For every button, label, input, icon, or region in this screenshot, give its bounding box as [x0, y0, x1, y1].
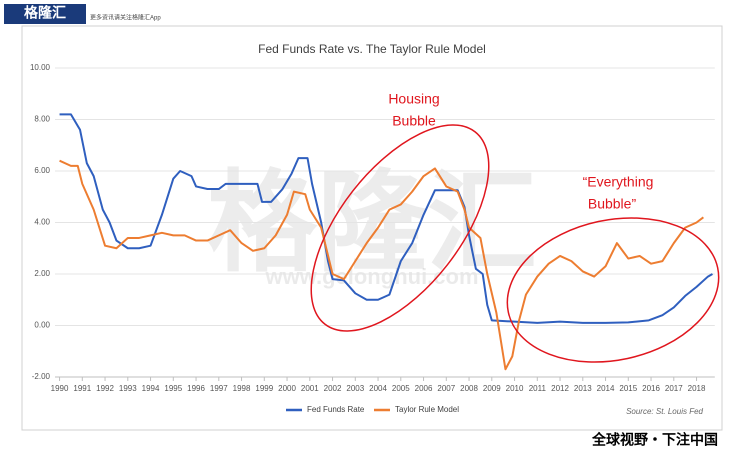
x-tick-label: 2016: [642, 384, 660, 393]
watermark: 格隆汇: [207, 162, 537, 285]
x-tick-label: 2002: [324, 384, 342, 393]
series-line: [59, 159, 704, 371]
series-line: [59, 113, 713, 324]
x-tick-label: 2012: [551, 384, 569, 393]
annotation: Bubble: [392, 113, 436, 129]
y-tick-label: 6.00: [34, 166, 50, 175]
x-tick-label: 1994: [142, 384, 160, 393]
annotation: Bubble”: [588, 196, 637, 212]
x-tick-label: 2015: [619, 384, 637, 393]
logo-box: [4, 4, 86, 24]
x-tick-label: 2006: [415, 384, 433, 393]
y-tick-label: 4.00: [34, 218, 50, 227]
x-tick-label: 2013: [574, 384, 592, 393]
footer: 全球视野・下注中国: [591, 432, 718, 448]
legend-label: Fed Funds Rate: [307, 405, 365, 414]
y-tick-label: 0.00: [34, 321, 50, 330]
x-tick-label: 1999: [255, 384, 273, 393]
x-tick-label: 2000: [278, 384, 296, 393]
x-tick-label: 1996: [187, 384, 205, 393]
highlight-ellipse: [310, 124, 490, 332]
logo: 格隆汇: [24, 5, 66, 21]
x-tick-label: 1997: [210, 384, 228, 393]
x-tick-label: 2009: [483, 384, 501, 393]
x-tick-label: 2001: [301, 384, 319, 393]
y-tick-label: 8.00: [34, 115, 50, 124]
x-tick-label: 2008: [460, 384, 478, 393]
x-tick-label: 2018: [688, 384, 706, 393]
x-tick-label: 2007: [437, 384, 455, 393]
x-tick-label: 2014: [597, 384, 615, 393]
y-tick-label: 10.00: [30, 63, 51, 72]
chart-title: Fed Funds Rate vs. The Taylor Rule Model: [258, 42, 486, 56]
x-tick-label: 1991: [73, 384, 91, 393]
annotation: “Everything: [583, 174, 654, 190]
x-tick-label: 2004: [369, 384, 387, 393]
y-tick-label: -2.00: [32, 372, 51, 381]
x-tick-label: 1998: [233, 384, 251, 393]
x-tick-label: 1990: [51, 384, 69, 393]
source: Source: St. Louis Fed: [626, 407, 703, 416]
x-tick-label: 1993: [119, 384, 137, 393]
x-tick-label: 2017: [665, 384, 683, 393]
tagline: 更多资讯请关注格隆汇App: [90, 14, 161, 22]
annotation: Housing: [388, 91, 439, 107]
y-tick-label: 2.00: [34, 269, 50, 278]
x-tick-label: 2003: [346, 384, 364, 393]
x-tick-label: 2011: [529, 384, 547, 393]
highlight-ellipse: [506, 217, 720, 363]
x-tick-label: 2005: [392, 384, 410, 393]
watermark-url: www.gelonghui.com: [264, 264, 478, 289]
x-tick-label: 1992: [96, 384, 114, 393]
chart-frame: [21, 25, 723, 431]
x-tick-label: 1995: [164, 384, 182, 393]
legend-label: Taylor Rule Model: [395, 405, 459, 414]
x-tick-label: 2010: [506, 384, 524, 393]
